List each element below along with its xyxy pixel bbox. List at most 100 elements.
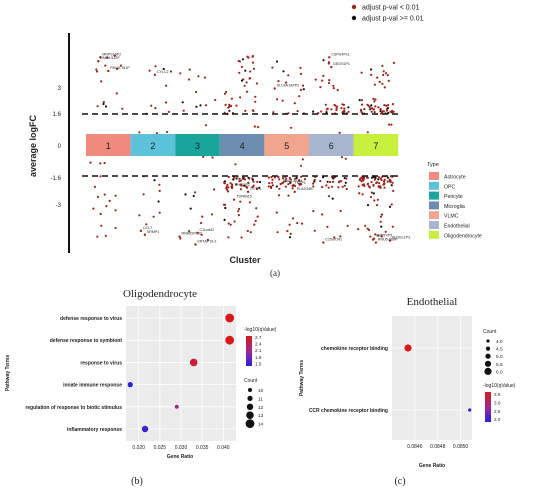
scatter-point (324, 103, 327, 106)
scatter-point (272, 111, 275, 114)
scatter-point (357, 228, 360, 231)
scatter-point (89, 161, 92, 164)
panel-c-term-label: CCR chemokine receptor binding (309, 408, 388, 414)
panel-b-color-legend: -log10(qValue) 2.7 2.42.1 1.81.5 (244, 327, 277, 366)
scatter-point (253, 223, 256, 226)
scatter-point (333, 103, 336, 107)
cluster-bar-7 (353, 134, 399, 156)
scatter-point (256, 215, 259, 218)
scatter-point (246, 186, 249, 189)
panel-b-color-bar (246, 336, 252, 366)
gene-point (232, 198, 236, 201)
panel-b-color-legend-title: -log10(qValue) (244, 327, 277, 333)
scatter-point (243, 178, 247, 181)
scatter-point (366, 182, 370, 185)
panel-b-color-tick: 2.7 (255, 335, 262, 340)
scatter-point (237, 210, 240, 213)
scatter-point (211, 156, 214, 159)
scatter-point (377, 106, 380, 109)
panel-c-x-tick: 0.0850 (453, 444, 469, 450)
scatter-point (380, 225, 383, 228)
scatter-point (243, 84, 246, 87)
scatter-point (313, 229, 316, 232)
scatter-point (379, 215, 382, 218)
scatter-point (360, 103, 364, 106)
scatter-point (93, 185, 96, 188)
scatter-point (382, 110, 385, 113)
y-tick-neg3: -3 (56, 203, 62, 209)
panel-b-size-dot (245, 419, 255, 428)
scatter-point (251, 186, 254, 189)
scatter-point (244, 69, 247, 72)
scatter-point (258, 186, 261, 189)
scatter-point (195, 90, 198, 94)
gene-label: TSPAN15 (236, 195, 252, 199)
scatter-point (377, 178, 380, 181)
panel-b-term-label: inflammatory response (67, 427, 122, 433)
cluster-bar-5 (264, 134, 309, 156)
scatter-point (389, 180, 392, 183)
scatter-point (386, 176, 389, 179)
scatter-point (331, 180, 335, 183)
scatter-point (197, 75, 200, 78)
scatter-point (166, 130, 169, 134)
scatter-point (368, 105, 371, 109)
gene-label: C20orf141 (325, 238, 342, 242)
scatter-point (374, 98, 377, 101)
scatter-point (242, 177, 245, 180)
scatter-point (312, 210, 315, 213)
scatter-point (96, 195, 100, 198)
scatter-point (223, 92, 227, 95)
scatter-point (246, 55, 249, 58)
scatter-point (365, 176, 369, 179)
scatter-point (226, 183, 229, 186)
scatter-point (322, 74, 325, 77)
panel-b: Oligodendrocyte defense response to viru… (5, 288, 277, 487)
panel-b-term-label: innate immune response (63, 383, 122, 389)
scatter-point (375, 204, 379, 207)
scatter-point (342, 110, 345, 113)
scatter-point (153, 179, 156, 182)
y-tick-3: 3 (58, 86, 62, 92)
scatter-point (327, 62, 330, 65)
type-legend-title: Type (427, 162, 439, 168)
scatter-point (366, 103, 369, 106)
scatter-point (201, 215, 204, 218)
scatter-point (237, 214, 240, 217)
scatter-point (222, 203, 226, 206)
scatter-point (275, 185, 278, 188)
panel-c-size-dot (485, 346, 491, 351)
scatter-point (234, 163, 237, 166)
scatter-point (364, 224, 367, 227)
scatter-point (381, 82, 384, 85)
scatter-point (254, 219, 257, 223)
panel-b-point (225, 313, 235, 323)
scatter-point (252, 180, 255, 183)
panel-c-size-dot (484, 360, 492, 367)
scatter-point (326, 180, 329, 183)
scatter-point (303, 178, 306, 181)
scatter-point (319, 179, 322, 183)
scatter-point (370, 107, 374, 110)
scatter-point (271, 181, 274, 184)
x-axis-label: Cluster (229, 255, 261, 265)
scatter-point (319, 86, 322, 89)
type-legend-label: Endothelial (444, 224, 470, 230)
gene-point (178, 235, 181, 238)
scatter-point (368, 228, 371, 232)
scatter-point (282, 70, 285, 73)
scatter-point (253, 125, 256, 128)
scatter-point (340, 180, 343, 183)
scatter-point (273, 176, 276, 179)
panel-b-size-legend-title: Count (244, 378, 258, 384)
type-legend-label: Microglia (444, 204, 465, 210)
panel-c-color-bar (485, 392, 491, 422)
type-legend-swatch (429, 201, 439, 210)
scatter-point (277, 80, 280, 83)
scatter-point (284, 185, 287, 188)
scatter-point (235, 183, 238, 186)
scatter-point (341, 185, 344, 188)
type-legend: Type Astrocyte OPC Pericyte Microglia VLMC En… (427, 162, 482, 239)
scatter-point (359, 109, 363, 112)
